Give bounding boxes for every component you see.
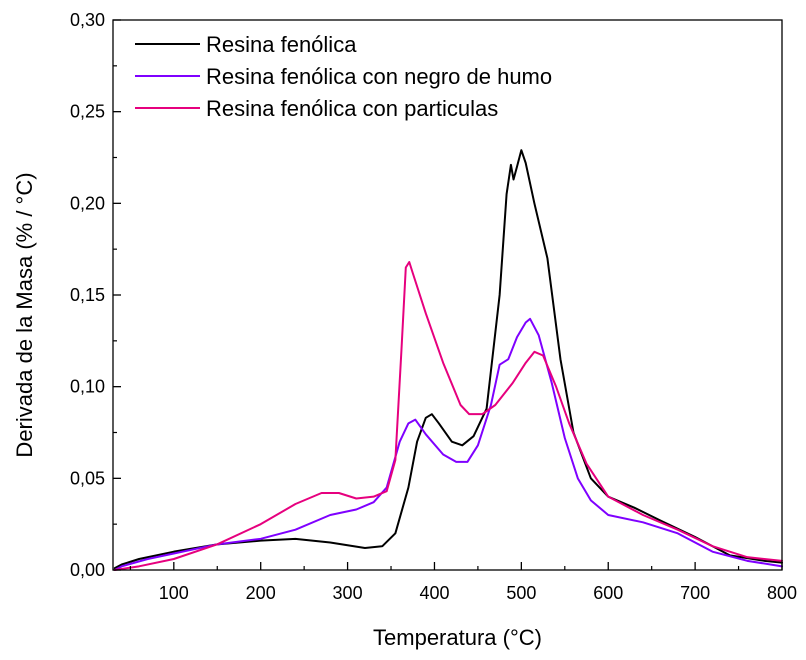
legend-label-3: Resina fenólica con particulas — [206, 96, 498, 121]
y-tick-label: 0,25 — [70, 102, 105, 122]
y-tick-label: 0,20 — [70, 193, 105, 213]
legend-label-1: Resina fenólica — [206, 32, 357, 57]
y-tick-label: 0,05 — [70, 468, 105, 488]
x-tick-label: 300 — [333, 583, 363, 603]
x-tick-label: 700 — [680, 583, 710, 603]
legend-label-2: Resina fenólica con negro de humo — [206, 64, 552, 89]
y-axis-title: Derivada de la Masa (% / °C) — [12, 172, 37, 457]
y-tick-label: 0,30 — [70, 10, 105, 30]
x-tick-label: 500 — [506, 583, 536, 603]
x-tick-label: 600 — [593, 583, 623, 603]
series-line-1 — [113, 149, 783, 570]
x-axis-title: Temperatura (°C) — [373, 625, 542, 650]
x-tick-label: 100 — [159, 583, 189, 603]
y-tick-label: 0,15 — [70, 285, 105, 305]
x-tick-label: 200 — [246, 583, 276, 603]
x-tick-label: 800 — [767, 583, 797, 603]
axes-layer: 100 200 300 400 500 600 700 800 0,00 0,05 0,10 0,15… — [12, 10, 797, 650]
x-tick-label: 400 — [419, 583, 449, 603]
y-tick-label: 0,00 — [70, 560, 105, 580]
y-tick-label: 0,10 — [70, 377, 105, 397]
legend: Resina fenólica Resina fenólica con negro… — [135, 32, 552, 121]
series-line-3 — [113, 261, 783, 571]
series-line-2 — [113, 317, 783, 571]
series-layer — [113, 149, 783, 571]
